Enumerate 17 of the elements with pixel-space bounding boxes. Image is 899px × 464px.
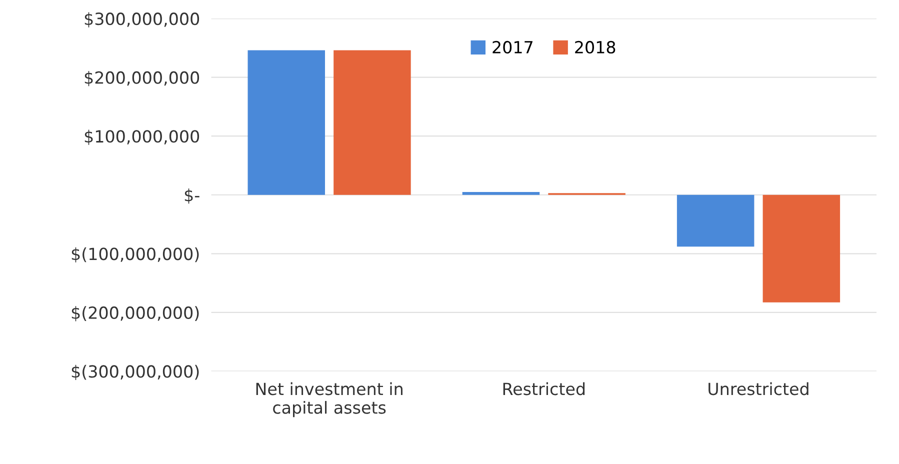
bar [462,192,540,195]
x-tick-label: Unrestricted [708,382,808,396]
bar [334,50,411,195]
y-tick-label: $- [184,188,200,204]
legend-label: 2018 [575,40,616,54]
y-tick-label: $100,000,000 [84,130,200,145]
x-tick-label: Restricted [503,382,585,396]
y-tick-label: $(300,000,000) [72,364,199,380]
y-tick-label: $(200,000,000) [72,306,199,322]
bar [676,194,754,247]
y-tick-label: $300,000,000 [84,12,200,28]
y-tick-label: $(100,000,000) [72,247,199,262]
x-tick-label: Net investment in capital assets [256,382,402,418]
legend-label: 2017 [492,40,532,54]
y-tick-label: $200,000,000 [84,71,200,86]
bar [248,50,326,195]
bar [762,194,840,302]
